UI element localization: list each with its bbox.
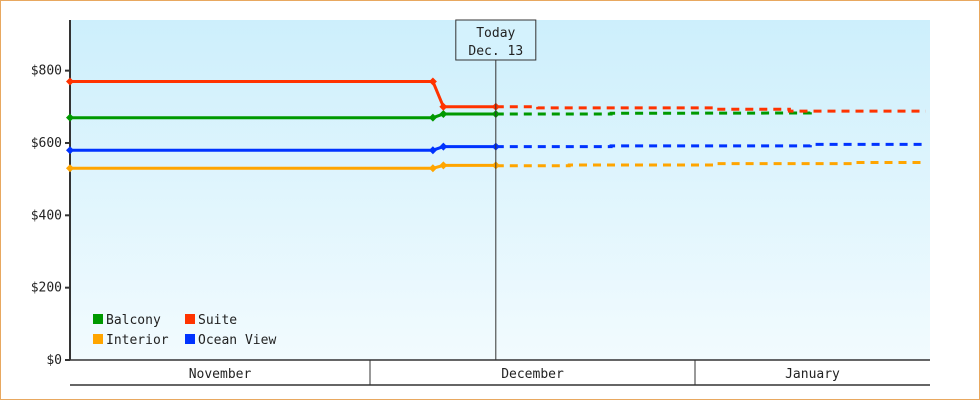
series-history-line: [70, 145, 496, 152]
data-point: [66, 113, 74, 122]
data-point: [428, 113, 437, 122]
series-history-line: [70, 112, 496, 120]
y-tick-label: $800: [31, 64, 62, 79]
legend-item: Balcony: [93, 313, 161, 328]
legend-item: Interior: [93, 333, 169, 348]
data-point: [439, 110, 448, 119]
legend-item: Ocean View: [185, 333, 276, 348]
plot-area: [70, 20, 930, 360]
data-point: [66, 146, 74, 155]
legend-label: Ocean View: [198, 333, 276, 348]
today-label: Today: [476, 26, 515, 41]
x-tick-label: November: [189, 367, 252, 382]
y-tick-label: $600: [31, 136, 62, 151]
series-history-line: [70, 80, 496, 109]
legend-swatch: [185, 334, 195, 344]
legend-swatch: [93, 334, 103, 344]
legend-swatch: [93, 314, 103, 324]
data-point: [66, 164, 74, 173]
data-point: [439, 102, 448, 111]
legend-swatch: [185, 314, 195, 324]
data-point: [428, 164, 437, 173]
legend-label: Interior: [106, 333, 169, 348]
legend-label: Suite: [198, 313, 237, 328]
legend-item: Suite: [185, 313, 237, 328]
x-tick-label: December: [501, 367, 564, 382]
x-tick-label: January: [785, 367, 840, 382]
series-forecast-line: [495, 105, 926, 113]
series-history-line: [70, 163, 496, 170]
y-tick-label: $200: [31, 281, 62, 296]
data-point: [66, 77, 74, 86]
series-forecast-line: [495, 161, 926, 168]
series-forecast-line: [495, 111, 812, 116]
today-date: Dec. 13: [468, 44, 523, 59]
legend-label: Balcony: [106, 313, 161, 328]
today-box: [455, 19, 537, 61]
data-point: [428, 146, 437, 155]
data-point: [439, 142, 448, 151]
data-point: [439, 161, 448, 170]
y-tick-label: $400: [31, 208, 62, 223]
y-tick-label: $0: [46, 353, 62, 368]
series-forecast-line: [495, 142, 926, 149]
data-point: [428, 77, 437, 86]
